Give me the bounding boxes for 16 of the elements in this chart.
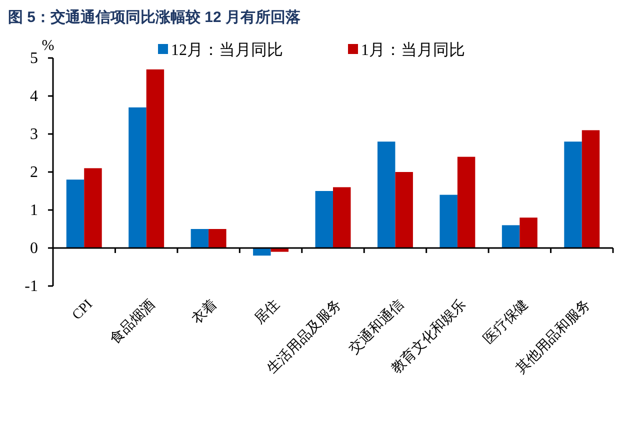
- x-tick-label: 衣着: [189, 296, 220, 328]
- y-tick-label: 3: [30, 126, 38, 144]
- y-tick-label: 5: [30, 50, 38, 68]
- x-tick-label: CPI: [70, 296, 96, 324]
- y-tick-label: -1: [24, 278, 38, 296]
- x-tick-label: 医疗保健: [480, 296, 532, 348]
- chart-title: 图 5：交通通信项同比涨幅较 12 月有所回落: [8, 8, 302, 26]
- y-tick-label: 1: [30, 202, 38, 220]
- y-axis-title: %: [42, 38, 54, 54]
- x-tick-label: 居住: [251, 296, 283, 328]
- legend-label: 12月：当月同比: [171, 41, 283, 59]
- y-tick-label: 0: [30, 240, 38, 258]
- y-tick-label: 2: [30, 164, 38, 182]
- legend-label: 1月：当月同比: [361, 41, 465, 59]
- y-tick-label: 4: [30, 88, 38, 106]
- x-tick-label: 食品烟酒: [107, 296, 158, 348]
